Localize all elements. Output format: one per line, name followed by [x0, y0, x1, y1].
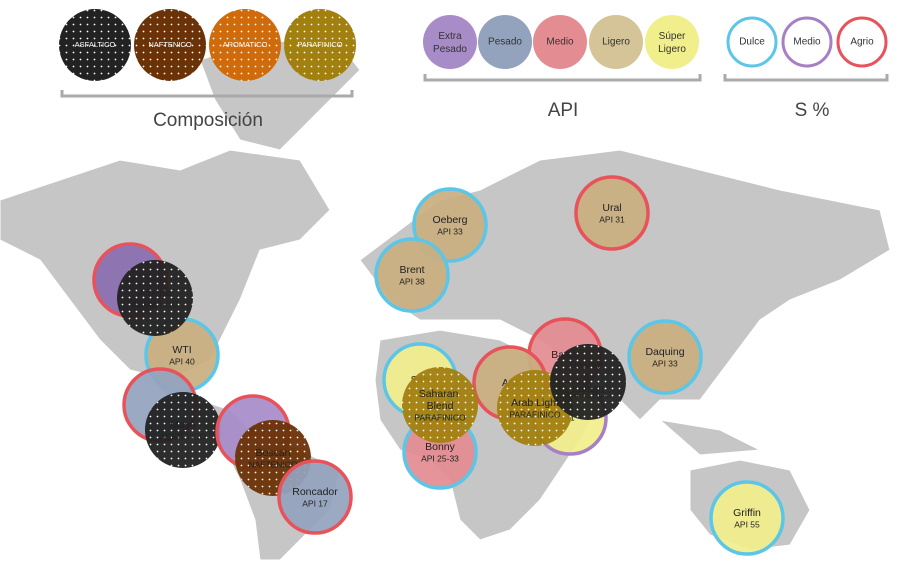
legend-swatch [284, 9, 356, 81]
crude-detail: ASFALTICO [565, 389, 612, 399]
legend: ASFALTICO NAFTENICO AROMATICO PARAFINICO Com… [59, 9, 889, 131]
legend-bracket [423, 74, 702, 82]
legend-swatch [533, 15, 587, 69]
legend-swatch [423, 15, 477, 69]
legend-label: Agrio [850, 37, 874, 48]
crude-name: Daquing [645, 346, 684, 358]
legend-swatch [645, 15, 699, 69]
legend-title: API [548, 100, 579, 121]
crude-circle [550, 344, 626, 420]
legend-label: Ligero [602, 37, 630, 48]
crude-circle [145, 392, 221, 468]
crude-name: Brent [399, 264, 424, 276]
crude-detail: NAFTENICO [248, 459, 298, 469]
crude-name: Griffin [733, 507, 761, 519]
crude-name: WTI [172, 344, 191, 356]
legend-swatch [478, 15, 532, 69]
legend-label: PARAFINICO [297, 40, 342, 49]
crude-detail: API 33 [437, 226, 463, 236]
legend-swatch [134, 9, 206, 81]
crude-circle [709, 480, 785, 556]
crude-name: Ural [602, 202, 621, 214]
crude-detail: ASFALTICO [132, 299, 179, 309]
legend-swatch [209, 9, 281, 81]
legend-swatch [836, 16, 888, 68]
crude-circle [402, 367, 478, 443]
crude-name: Alberta [138, 287, 171, 299]
crude-circle [374, 237, 450, 313]
crude-detail: API 33 [652, 358, 678, 368]
legend-bracket [60, 90, 354, 98]
crude-name: Maya [170, 419, 196, 431]
crude-circle [277, 459, 353, 535]
legend-swatch [781, 16, 833, 68]
crude-detail: PARAFINICO [509, 409, 561, 419]
crude-name: Basrah & Iranian [570, 359, 606, 395]
legend-bracket [723, 74, 889, 82]
legend-swatch [726, 16, 778, 68]
crude-circle [117, 260, 193, 336]
legend-swatch [589, 15, 643, 69]
crude-name: Roncador [292, 486, 338, 498]
crude-detail: API 31 [599, 214, 625, 224]
crude-name: Bonny [425, 441, 456, 453]
crude-detail: API 25-33 [421, 453, 459, 463]
legend-label: Medio [546, 37, 574, 48]
crude-detail: API 55 [734, 519, 760, 529]
legend-title: S % [795, 100, 830, 121]
legend-label: Pesado [488, 37, 522, 48]
legend-label: Súper Ligero [658, 31, 686, 55]
crude-name: Oeberg [432, 214, 467, 226]
legend-label: ASFALTICO [75, 40, 116, 49]
legend-label: Dulce [739, 37, 765, 48]
crude-circle [627, 319, 703, 395]
crude-name: Saharan Blend [419, 388, 462, 412]
crude-detail: API 17 [302, 498, 328, 508]
crude-circle [574, 175, 650, 251]
legend-title: Composición [153, 110, 263, 131]
crude-detail: API 38 [399, 276, 425, 286]
crude-detail: PARAFINICO [414, 412, 466, 422]
crude-detail: ASFALTICO [160, 431, 207, 441]
crude-name: Arab Light [511, 397, 559, 409]
legend-label: Medio [793, 37, 821, 48]
crude-detail: API 40 [169, 356, 195, 366]
legend-label: AROMATICO [223, 40, 268, 49]
crude-name: Boscan [255, 447, 290, 459]
legend-label: NAFTENICO [148, 40, 192, 49]
legend-swatch [59, 9, 131, 81]
legend-label: Extra Pesado [433, 31, 467, 55]
